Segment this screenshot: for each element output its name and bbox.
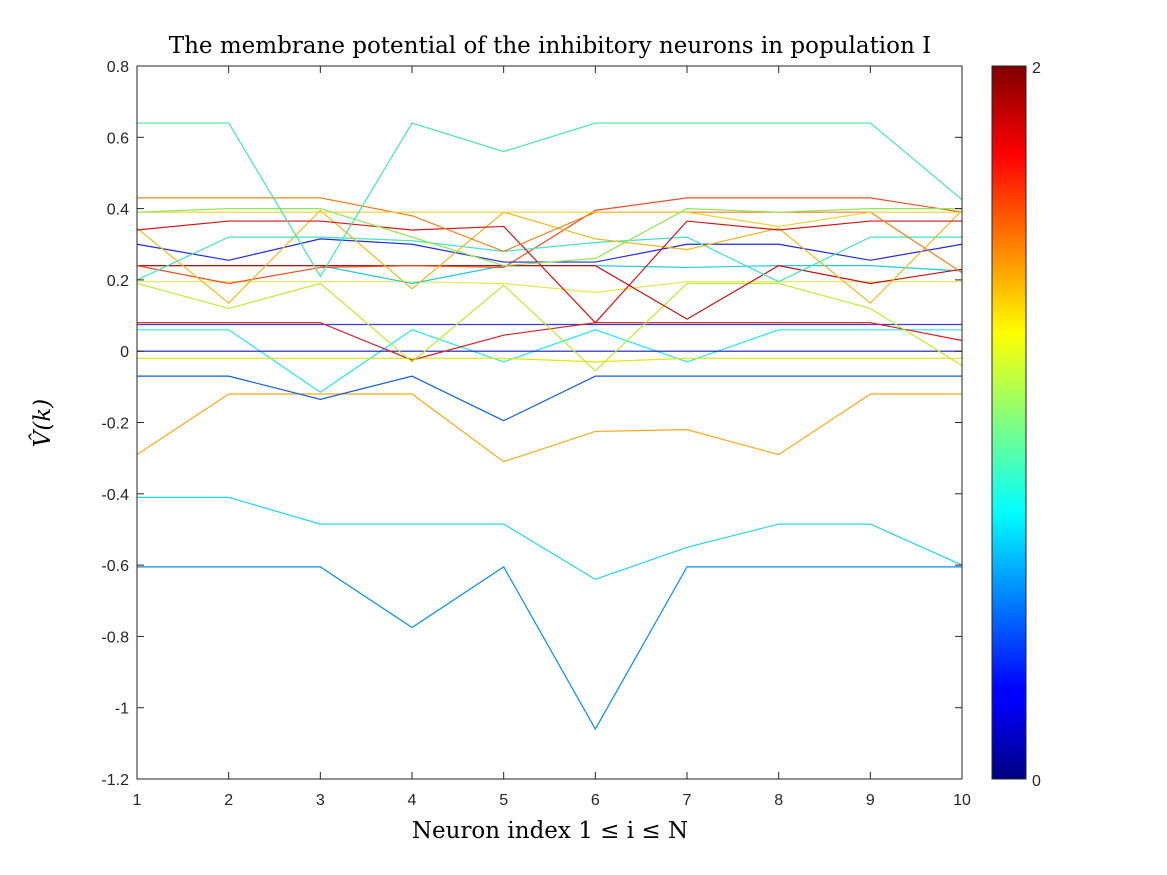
- x-tick-label: 8: [774, 792, 783, 809]
- series-line-4: [137, 375, 962, 422]
- series-line-11: [137, 281, 962, 293]
- series-line-18: [136, 220, 962, 324]
- series-line-15: [136, 238, 963, 263]
- y-tick-label: -0.8: [101, 629, 129, 646]
- x-tick-label: 3: [316, 792, 325, 809]
- y-tick-label: -0.6: [101, 558, 129, 575]
- series-line-13: [137, 265, 963, 320]
- y-tick-label: -0.2: [101, 416, 129, 433]
- x-tick-label: 1: [133, 792, 142, 809]
- colorbar-max-label: 2: [1032, 60, 1041, 77]
- plot-frame: [136, 65, 963, 780]
- colorbar: 2 0: [991, 60, 1041, 790]
- y-tick-label: 0.4: [107, 202, 129, 219]
- series-line-5: [137, 329, 962, 393]
- y-tick-label: -0.4: [101, 487, 129, 504]
- series-line-6: [137, 357, 962, 363]
- series-line-22: [137, 122, 963, 278]
- x-tick-label: 7: [683, 792, 692, 809]
- x-tick-label: 9: [866, 792, 875, 809]
- y-axis-label: V̂(k): [30, 399, 56, 448]
- series-line-1: [137, 566, 962, 731]
- y-tick-label: 0.8: [107, 59, 129, 76]
- colorbar-frame: [991, 65, 1027, 780]
- series-line-19: [137, 197, 963, 274]
- series-line-2: [137, 496, 963, 581]
- series-line-3: [136, 393, 962, 463]
- series-line-14: [136, 197, 963, 285]
- x-axis-label: Neuron index 1 ≤ i ≤ N: [412, 818, 688, 844]
- plot-area: [136, 122, 963, 731]
- y-tick-label: -1.2: [101, 772, 129, 789]
- colorbar-gradient: [992, 66, 1026, 779]
- x-tick-label: 10: [953, 792, 971, 809]
- series-line-21: [136, 207, 962, 267]
- x-axis: 1 2 3 4 5 6 7 8 9 10: [133, 66, 971, 809]
- series-line-17: [136, 209, 963, 304]
- colorbar-min-label: 0: [1032, 773, 1041, 790]
- y-tick-label: -1: [115, 701, 129, 718]
- x-tick-label: 6: [591, 792, 600, 809]
- series-line-16: [136, 236, 962, 283]
- chart-title: The membrane potential of the inhibitory…: [169, 33, 931, 59]
- y-tick-label: 0: [120, 344, 129, 361]
- y-axis: 0.8 0.6 0.4 0.2 0 -0.2 -0.4 -0.6 -0.8 -1 -1.2: [101, 59, 962, 789]
- x-tick-label: 4: [408, 792, 417, 809]
- y-tick-label: 0.6: [107, 130, 129, 147]
- series-line-10: [136, 282, 963, 372]
- x-tick-label: 5: [499, 792, 508, 809]
- x-tick-label: 2: [224, 792, 233, 809]
- series-line-9: [137, 322, 963, 361]
- series-line-20: [137, 211, 962, 228]
- y-tick-label: 0.2: [107, 273, 129, 290]
